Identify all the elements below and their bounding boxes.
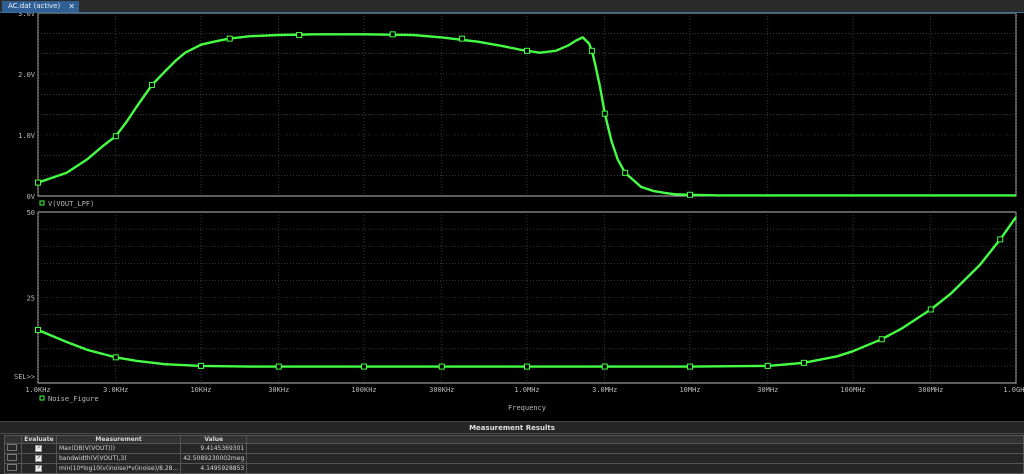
- spacer-cell: [246, 453, 1024, 464]
- x-tick-label: 30MHz: [757, 386, 778, 394]
- vout-lpf-point: [112, 133, 119, 140]
- table-row[interactable]: ✓ min(10*log10(v(inoise)*v(inoise)/8.28.…: [4, 463, 1024, 474]
- row-box: [7, 464, 17, 471]
- value-cell: 42.5089230002meg: [180, 453, 248, 464]
- row-box: [7, 444, 17, 451]
- legend-marker: [39, 200, 45, 206]
- evaluate-cell[interactable]: ✓: [20, 463, 57, 474]
- noise-figure-point: [112, 354, 119, 361]
- measurement-title: Measurement Results: [469, 424, 555, 432]
- x-tick-label: 3.0MHz: [592, 386, 617, 394]
- y-tick-label-bottom: 25: [27, 295, 35, 303]
- evaluate-checkbox[interactable]: ✓: [35, 455, 43, 462]
- y-tick-label-top: 0V: [27, 193, 36, 201]
- bottom-trace: [35, 216, 1017, 370]
- bottom-grid: [37, 211, 1017, 384]
- x-tick-label: 300KHz: [429, 386, 454, 394]
- cursor-label: SEL>>: [14, 373, 35, 381]
- x-tick-label: 1.0KHz: [25, 386, 50, 394]
- noise-figure-point: [927, 306, 934, 313]
- noise-figure-point: [35, 326, 41, 333]
- tab-bar: AC.dat (active) ✕: [0, 0, 1024, 13]
- x-tick-label: 100MHz: [840, 386, 865, 394]
- x-tick-label: 10KHz: [190, 386, 211, 394]
- close-icon[interactable]: ✕: [68, 2, 75, 11]
- noise-figure-point: [438, 363, 445, 370]
- noise-figure-point: [687, 363, 693, 370]
- vout-lpf-point: [35, 179, 41, 186]
- x-tick-label: 1.0MHz: [514, 386, 539, 394]
- row-selector[interactable]: [4, 463, 22, 474]
- noise-figure-point: [198, 362, 204, 369]
- vout-lpf-point: [296, 31, 303, 38]
- spacer-cell: [246, 443, 1024, 454]
- plot-area[interactable]: 0V 1.0V 2.0V 3.0V 25 50 1.0KHz 3.0KHz 10KHz 30KHz…: [0, 10, 1024, 421]
- x-tick-label: 100KHz: [351, 386, 376, 394]
- top-trace: [35, 31, 1016, 198]
- y-tick-label-top: 1.0V: [18, 132, 36, 140]
- evaluate-checkbox[interactable]: ✓: [35, 445, 43, 452]
- tab-title: AC.dat (active): [8, 2, 61, 10]
- noise-figure-point: [275, 363, 282, 370]
- header-evaluate: Evaluate: [20, 435, 57, 444]
- header-value: Value: [180, 435, 248, 444]
- y-tick-label-bottom: 50: [27, 209, 35, 217]
- table-row[interactable]: ✓ Max(DB(V(VOUT))) 9.4145369301: [4, 443, 1024, 454]
- vout-lpf-point: [226, 35, 233, 42]
- top-grid: [37, 12, 1017, 197]
- tab-ac-dat[interactable]: AC.dat (active) ✕: [2, 1, 79, 12]
- x-tick-label: 1.0GHz: [1003, 386, 1024, 394]
- value-cell: 4.1495928853: [180, 463, 248, 474]
- axis-labels: 0V 1.0V 2.0V 3.0V 25 50 1.0KHz 3.0KHz 10KHz 30KHz…: [14, 10, 1024, 412]
- row-header-cell: [4, 435, 22, 444]
- evaluate-checkbox[interactable]: ✓: [35, 465, 43, 472]
- row-box: [7, 454, 17, 461]
- noise-figure-point: [601, 363, 608, 370]
- measurement-cell[interactable]: bandwidth(V(VOUT),3): [55, 453, 182, 464]
- measurement-cell[interactable]: min(10*log10(v(inoise)*v(inoise)/8.28...: [55, 463, 182, 474]
- noise-figure-point: [997, 236, 1004, 243]
- row-selector[interactable]: [4, 453, 22, 464]
- noise-figure-point: [800, 359, 807, 366]
- noise-figure-point: [361, 363, 367, 370]
- row-selector[interactable]: [4, 443, 22, 454]
- measurement-panel: Measurement Results Evaluate Measurement…: [0, 421, 1024, 474]
- x-tick-label: 300MHz: [918, 386, 943, 394]
- legend-vout-lpf: V(VOUT_LPF): [48, 200, 94, 208]
- vout-lpf-point: [389, 31, 396, 38]
- noise-figure-point: [524, 363, 530, 370]
- vout-lpf-point: [622, 169, 629, 176]
- noise-figure-point: [764, 362, 771, 369]
- noise-figure-point: [878, 336, 885, 343]
- vout-lpf-point: [588, 47, 595, 54]
- table-header: Evaluate Measurement Value: [4, 435, 1024, 444]
- header-measurement: Measurement: [55, 435, 182, 444]
- table-row[interactable]: ✓ bandwidth(V(VOUT),3) 42.5089230002meg: [4, 453, 1024, 464]
- vout-lpf-point: [601, 110, 608, 117]
- measurement-table: Evaluate Measurement Value ✓ Max(DB(V(VO…: [4, 435, 1024, 474]
- plots-svg: 0V 1.0V 2.0V 3.0V 25 50 1.0KHz 3.0KHz 10KHz 30KHz…: [14, 10, 1024, 412]
- legend-noise-figure: Noise_Figure: [48, 395, 99, 403]
- y-tick-label-top: 2.0V: [18, 71, 36, 79]
- vout-lpf-point: [524, 47, 530, 54]
- spacer-cell: [246, 463, 1024, 474]
- evaluate-cell[interactable]: ✓: [20, 453, 57, 464]
- x-tick-label: 30KHz: [268, 386, 289, 394]
- divider: [0, 433, 1024, 434]
- header-spacer: [246, 435, 1024, 444]
- vout-lpf-point: [148, 81, 155, 88]
- x-tick-label: 10MHz: [679, 386, 700, 394]
- value-cell: 9.4145369301: [180, 443, 248, 454]
- y-tick-label-top: 3.0V: [18, 13, 36, 18]
- measurement-cell[interactable]: Max(DB(V(VOUT))): [55, 443, 182, 454]
- legend-marker: [39, 395, 45, 401]
- x-axis-label: Frequency: [508, 404, 546, 412]
- evaluate-cell[interactable]: ✓: [20, 443, 57, 454]
- vout-lpf-line: [37, 33, 1016, 197]
- vout-lpf-point: [687, 191, 693, 198]
- vout-lpf-point: [459, 35, 466, 42]
- x-tick-label: 3.0KHz: [103, 386, 128, 394]
